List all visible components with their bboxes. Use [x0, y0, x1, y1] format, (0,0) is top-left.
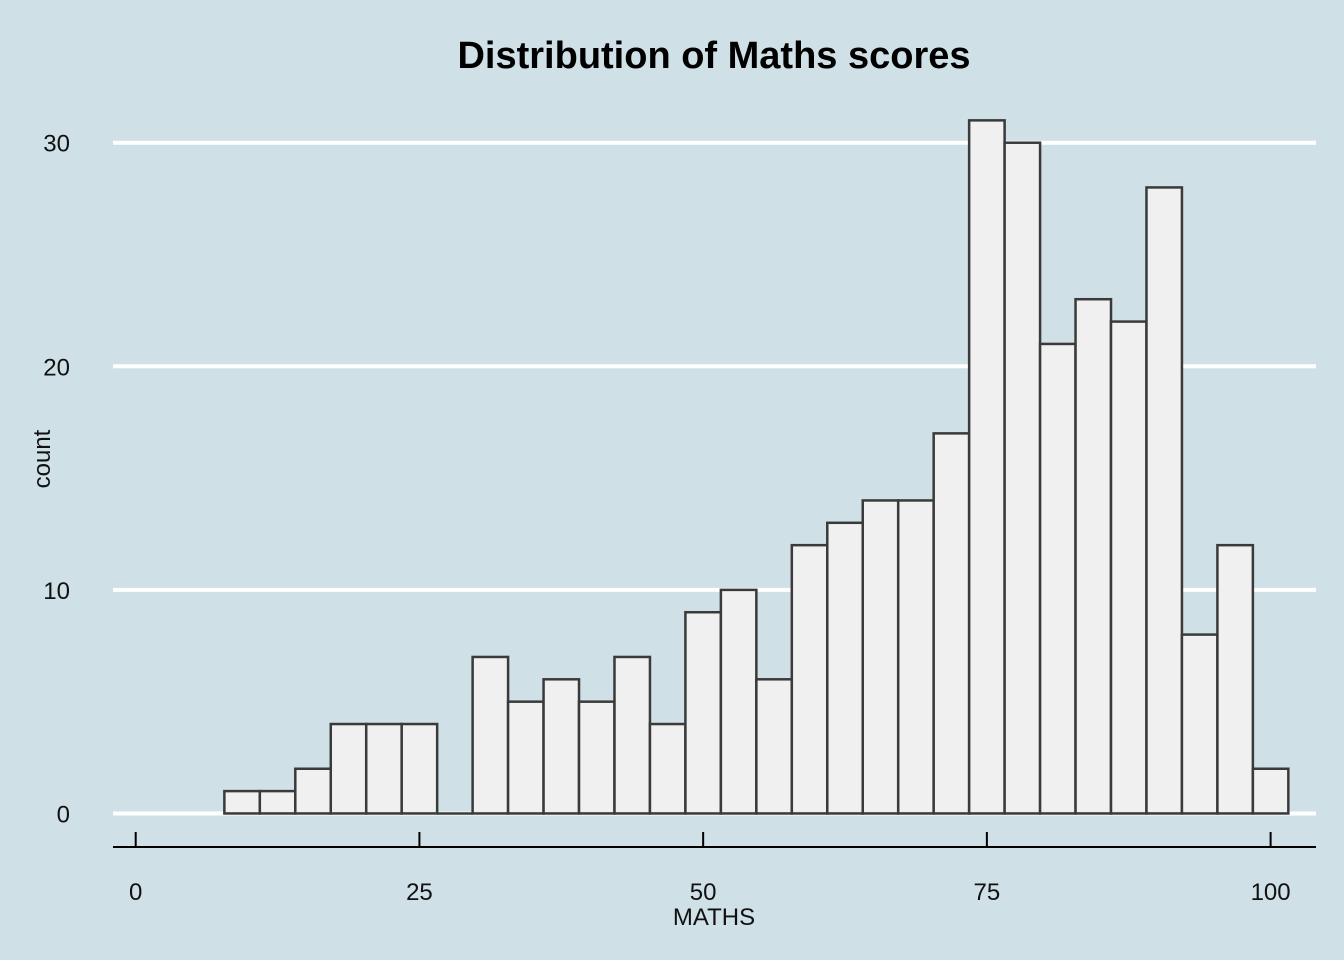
histogram-bar [1180, 633, 1219, 815]
histogram-bar [1038, 342, 1077, 815]
histogram-bar [294, 767, 333, 815]
histogram-bar [896, 499, 935, 815]
histogram-bar [577, 700, 616, 815]
histogram-bar [223, 789, 262, 815]
histogram-bar [471, 655, 510, 815]
histogram-bar [1216, 543, 1255, 815]
histogram-bar [684, 610, 723, 815]
histogram-bar [542, 678, 581, 815]
x-tick-label: 50 [690, 879, 717, 906]
histogram-bar [400, 722, 439, 815]
histogram-bar [1145, 186, 1184, 815]
histogram-bar [861, 499, 900, 815]
histogram-bar [1251, 767, 1290, 815]
y-tick-label: 30 [43, 131, 70, 158]
x-tick-label: 25 [406, 879, 433, 906]
histogram-bar [1074, 297, 1113, 815]
y-tick-label: 20 [43, 354, 70, 381]
x-axis-label: MATHS [673, 904, 755, 931]
x-axis-ticks: 0 25 50 75 100 [129, 832, 1291, 906]
histogram-bar [506, 700, 545, 815]
y-tick-label: 0 [57, 801, 70, 828]
histogram-bar [329, 722, 368, 815]
histogram-bar [258, 789, 297, 815]
chart-title: Distribution of Maths scores [457, 35, 970, 77]
histogram-bar [719, 588, 758, 815]
x-tick-label: 75 [974, 879, 1001, 906]
y-axis-ticks: 0 10 20 30 [43, 131, 70, 829]
histogram-bar [755, 678, 794, 815]
bars [223, 119, 1290, 815]
histogram-bar [967, 119, 1006, 815]
histogram-bar [1109, 320, 1148, 815]
histogram-bar [613, 655, 652, 815]
histogram-bar [826, 521, 864, 815]
y-tick-label: 10 [43, 578, 70, 605]
histogram-bar [1003, 141, 1042, 815]
histogram-bar [932, 432, 971, 815]
y-axis-label: count [29, 429, 56, 488]
x-tick-label: 100 [1251, 879, 1291, 906]
x-tick-label: 0 [129, 879, 142, 906]
histogram-bar [364, 722, 403, 815]
histogram-bar [648, 722, 687, 815]
histogram-bar [790, 543, 829, 815]
